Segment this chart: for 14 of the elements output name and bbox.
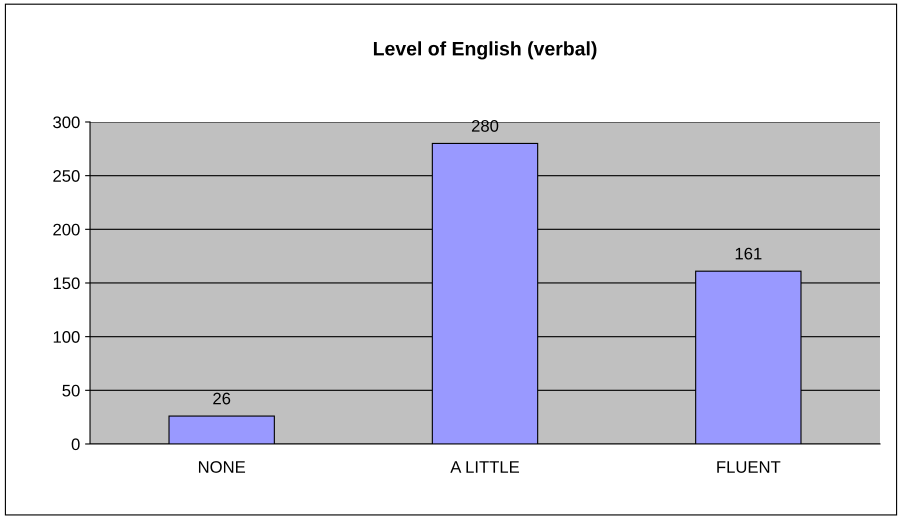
x-tick-label: NONE: [198, 461, 246, 473]
y-tick-label: 50: [62, 384, 80, 397]
data-label: 161: [736, 248, 762, 260]
y-tick-label: 300: [53, 116, 80, 128]
x-tick-label: A LITTLE: [450, 461, 520, 473]
y-tick-label: 0: [72, 438, 80, 450]
data-label: 280: [472, 120, 498, 132]
y-tick-label: 150: [54, 277, 80, 290]
data-label: 26: [213, 392, 230, 404]
chart-title: Level of English (verbal): [374, 41, 596, 60]
y-tick-label: 250: [53, 170, 80, 182]
y-tick-label: 100: [54, 331, 80, 343]
x-tick-label: FLUENT: [717, 461, 780, 473]
y-tick-label: 200: [53, 224, 80, 236]
